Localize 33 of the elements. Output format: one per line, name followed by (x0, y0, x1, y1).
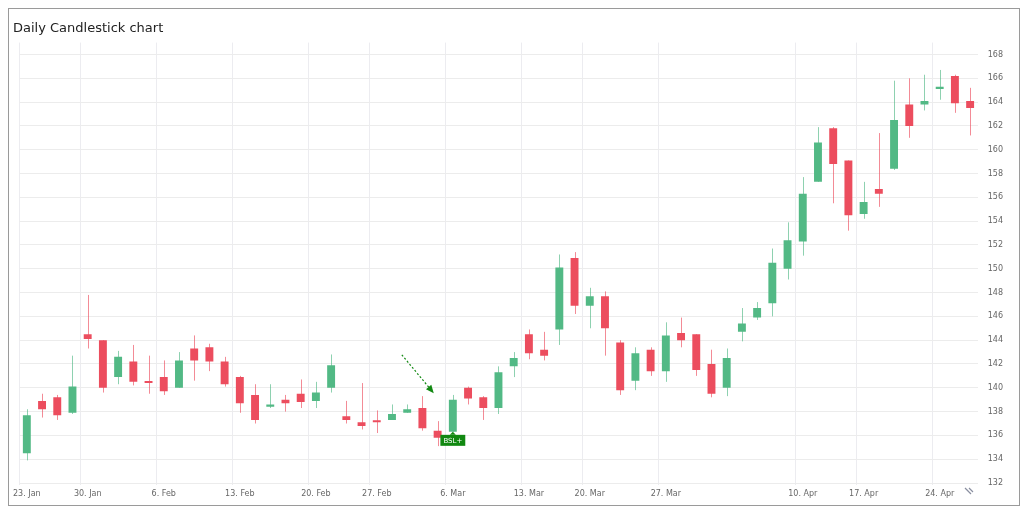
y-tick-label: 152 (987, 240, 1004, 250)
x-tick-label: 30. Jan (73, 489, 102, 499)
y-tick-label: 164 (987, 97, 1004, 107)
x-tick-label: 20. Feb (301, 489, 331, 499)
y-tick-label: 134 (987, 454, 1004, 464)
y-tick-label: 138 (987, 406, 1004, 416)
y-tick-label: 132 (987, 478, 1004, 488)
x-tick-label: 20. Mar (574, 489, 606, 499)
y-tick-label: 142 (987, 359, 1004, 369)
y-tick-label: 146 (987, 311, 1004, 321)
y-tick-label: 168 (987, 49, 1004, 59)
y-tick-label: 140 (987, 382, 1004, 392)
y-tick-label: 156 (987, 192, 1004, 202)
y-tick-label: 150 (987, 263, 1004, 273)
y-tick-label: 160 (987, 144, 1004, 154)
y-tick-label: 144 (987, 335, 1004, 345)
x-tick-label: 17. Apr (849, 489, 879, 499)
x-tick-label: 10. Apr (788, 489, 819, 499)
y-tick-label: 154 (987, 216, 1004, 226)
x-tick-label: 13. Feb (225, 489, 255, 499)
x-tick-label: 6. Mar (440, 489, 467, 499)
chart-title: Daily Candlestick chart (13, 20, 164, 36)
x-tick-label: 27. Mar (650, 489, 682, 499)
x-tick-label: 23. Jan (13, 489, 41, 499)
y-tick-label: 136 (987, 430, 1004, 440)
y-tick-label: 158 (987, 168, 1004, 178)
x-tick-label: 24. Apr (925, 489, 955, 499)
y-tick-label: 162 (987, 121, 1004, 130)
x-tick-label: 27. Feb (362, 489, 392, 499)
x-tick-label: 6. Feb (151, 489, 176, 499)
x-tick-label: 13. Mar (513, 489, 545, 499)
y-tick-label: 148 (987, 287, 1004, 297)
y-tick-label: 166 (987, 73, 1004, 83)
